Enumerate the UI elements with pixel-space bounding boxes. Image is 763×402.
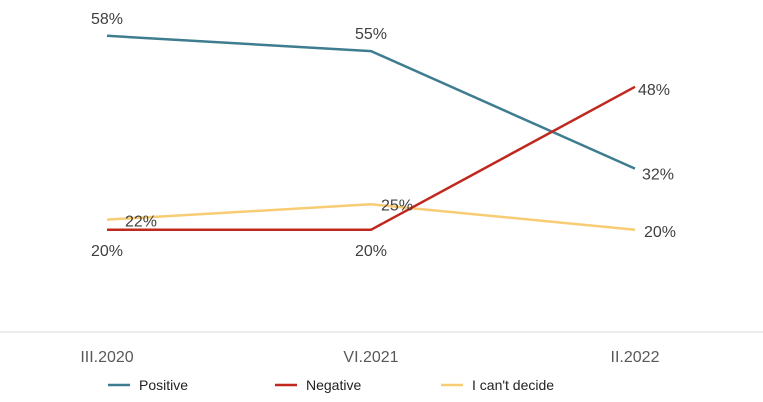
legend-label: I can't decide (472, 377, 554, 393)
series-line-0 (106, 34, 636, 170)
series-lines (106, 34, 636, 232)
data-label: 25% (381, 197, 413, 214)
data-label: 48% (638, 82, 670, 99)
data-labels: 58% 55% 32% 20% 20% 48% 22% 25% 20% (91, 11, 676, 260)
legend-item: I can't decide (441, 377, 554, 393)
legend-label: Positive (139, 377, 188, 393)
legend: Positive Negative I can't decide (108, 377, 554, 393)
data-label: 22% (125, 214, 157, 231)
data-label: 20% (91, 243, 123, 260)
x-axis-tick-labels: III.2020 VI.2021 II.2022 (80, 349, 659, 366)
data-label: 20% (644, 224, 676, 241)
x-tick-label: II.2022 (611, 349, 660, 366)
x-tick-label: III.2020 (80, 349, 133, 366)
series-line-1 (107, 85, 636, 232)
legend-item: Positive (108, 377, 188, 393)
legend-item: Negative (275, 377, 361, 393)
data-label: 55% (355, 26, 387, 43)
data-label: 20% (355, 243, 387, 260)
data-label: 32% (642, 167, 674, 184)
series-line-2 (106, 203, 636, 232)
x-tick-label: VI.2021 (343, 349, 398, 366)
data-label: 58% (91, 11, 123, 28)
legend-label: Negative (306, 377, 361, 393)
